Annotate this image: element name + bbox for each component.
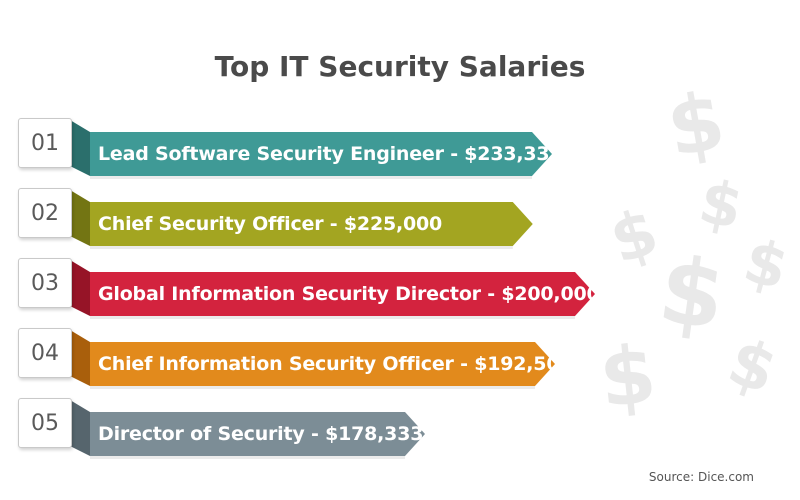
bar-fold	[70, 330, 90, 386]
rank-badge: 04	[18, 328, 72, 378]
bar-fold	[70, 190, 90, 246]
salary-bar	[90, 412, 425, 456]
salary-bar	[90, 272, 595, 316]
bar-shadow	[90, 246, 513, 249]
rank-badge: 03	[18, 258, 72, 308]
bar-shadow	[90, 456, 405, 459]
bar-label: Lead Software Security Engineer - $233,3…	[98, 143, 563, 165]
source-note: Source: Dice.com	[648, 470, 754, 484]
bar-shadow	[90, 176, 532, 179]
rank-badge: 01	[18, 118, 72, 168]
bar-label: Global Information Security Director - $…	[98, 283, 600, 305]
bar-shadow	[90, 386, 535, 389]
salary-bar	[90, 132, 552, 176]
bar-fold	[70, 400, 90, 456]
bar-fold	[70, 260, 90, 316]
chart-title: Top IT Security Salaries	[214, 50, 586, 83]
salary-bar	[90, 202, 533, 246]
rank-badge: 05	[18, 398, 72, 448]
bar-fold	[70, 120, 90, 176]
salary-bar	[90, 342, 555, 386]
bar-label: Chief Information Security Officer - $19…	[98, 353, 573, 375]
bar-shadow	[90, 316, 575, 319]
rank-badge: 02	[18, 188, 72, 238]
bar-label: Chief Security Officer - $225,000	[98, 213, 443, 235]
bar-label: Director of Security - $178,333	[98, 423, 424, 445]
